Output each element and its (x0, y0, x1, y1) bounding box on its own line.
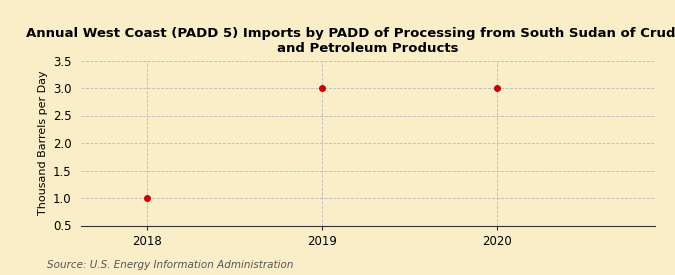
Text: Source: U.S. Energy Information Administration: Source: U.S. Energy Information Administ… (47, 260, 294, 270)
Y-axis label: Thousand Barrels per Day: Thousand Barrels per Day (38, 71, 49, 215)
Title: Annual West Coast (PADD 5) Imports by PADD of Processing from South Sudan of Cru: Annual West Coast (PADD 5) Imports by PA… (26, 27, 675, 55)
